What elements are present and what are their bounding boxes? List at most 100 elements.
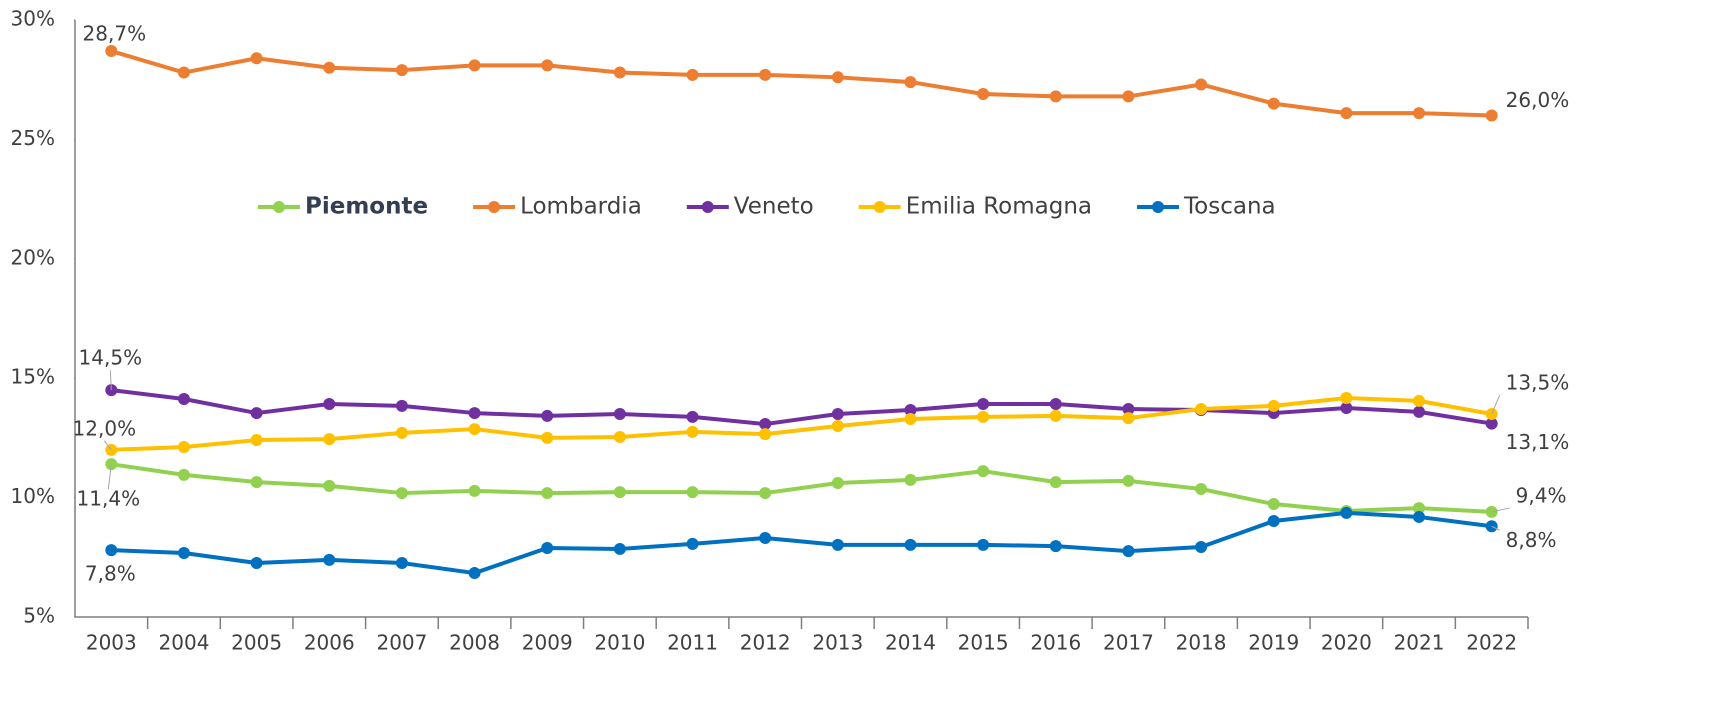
data-label: 11,4% — [77, 487, 141, 511]
point — [831, 419, 844, 432]
point — [541, 59, 554, 72]
point — [977, 397, 990, 410]
point — [250, 52, 263, 65]
point — [904, 403, 917, 416]
legend-label: Veneto — [734, 194, 814, 220]
legend-marker — [701, 201, 714, 213]
point — [759, 428, 772, 441]
point — [759, 531, 772, 544]
series: 7,8% 8,8% — [85, 506, 1557, 586]
line — [110, 49, 1492, 118]
y-tick-label: 15% — [11, 365, 55, 389]
x-tick-label: 2005 — [231, 631, 282, 655]
legend-label: Toscana — [1183, 194, 1276, 220]
point — [904, 473, 917, 486]
point — [613, 408, 626, 421]
point — [1195, 78, 1208, 91]
x-tick-label: 2013 — [812, 631, 863, 655]
point — [1413, 510, 1426, 523]
legend-marker — [488, 201, 501, 213]
point — [395, 426, 408, 439]
series: 11,4% 9,4% — [77, 458, 1567, 518]
point — [1122, 474, 1135, 487]
y-tick-label: 10% — [11, 484, 55, 508]
point — [323, 61, 336, 74]
point — [468, 407, 481, 420]
point — [250, 557, 263, 570]
point — [541, 487, 554, 500]
point — [1049, 540, 1062, 553]
data-label: 13,1% — [1506, 430, 1570, 454]
x-tick-label: 2006 — [304, 631, 355, 655]
series: 14,5% 13,1% — [79, 346, 1570, 454]
point — [1340, 402, 1353, 415]
point — [1413, 405, 1426, 418]
series: 28,7% 26,0% — [83, 22, 1569, 122]
leader-line — [107, 464, 112, 490]
leader-line — [1491, 525, 1500, 531]
y-tick-label: 5% — [23, 604, 55, 628]
x-tick-label: 2015 — [958, 631, 1009, 655]
point — [1122, 90, 1135, 103]
x-tick-label: 2019 — [1248, 631, 1299, 655]
leader-line — [1491, 507, 1510, 513]
point — [1485, 109, 1498, 122]
point — [468, 567, 481, 580]
point — [977, 410, 990, 423]
point — [1049, 90, 1062, 103]
x-tick-label: 2021 — [1394, 631, 1445, 655]
point — [250, 434, 263, 447]
point — [468, 423, 481, 436]
data-label: 9,4% — [1516, 483, 1567, 507]
point — [323, 433, 336, 446]
x-tick-label: 2008 — [449, 631, 500, 655]
point — [177, 547, 190, 560]
x-tick-label: 2012 — [740, 631, 791, 655]
point — [177, 66, 190, 79]
data-label: 12,0% — [73, 416, 137, 440]
line — [111, 388, 1492, 427]
point — [105, 45, 118, 58]
point — [613, 542, 626, 555]
y-tick-label: 30% — [11, 7, 55, 31]
point — [323, 553, 336, 566]
y-tick-label: 20% — [11, 245, 55, 269]
point — [1049, 476, 1062, 489]
point — [1413, 502, 1426, 515]
point — [395, 399, 408, 412]
point — [686, 486, 699, 499]
legend-label: Lombardia — [520, 194, 642, 220]
point — [468, 59, 481, 72]
line — [111, 510, 1492, 576]
x-tick-label: 2017 — [1103, 631, 1154, 655]
data-label: 8,8% — [1506, 528, 1557, 552]
point — [904, 76, 917, 89]
point — [1195, 483, 1208, 496]
point — [831, 71, 844, 84]
point — [1340, 107, 1353, 120]
point — [613, 66, 626, 79]
data-label: 14,5% — [79, 346, 143, 370]
legend-label: Piemonte — [305, 194, 428, 220]
line — [111, 462, 1492, 514]
x-tick-label: 2003 — [86, 631, 137, 655]
data-label: 7,8% — [85, 562, 136, 586]
x-tick-label: 2010 — [594, 631, 645, 655]
point — [831, 538, 844, 551]
point — [105, 544, 118, 557]
point — [468, 484, 481, 497]
point — [759, 487, 772, 500]
point — [1413, 107, 1426, 120]
line — [111, 396, 1493, 452]
point — [977, 88, 990, 101]
point — [541, 431, 554, 444]
x-tick-label: 2016 — [1030, 631, 1081, 655]
leader-line — [103, 440, 112, 451]
point — [686, 68, 699, 81]
x-tick-label: 2022 — [1466, 631, 1517, 655]
point — [1049, 409, 1062, 422]
point — [904, 413, 917, 426]
leader-line — [1491, 394, 1501, 415]
point — [686, 537, 699, 550]
series: 12,0% 13,5% — [73, 371, 1569, 456]
